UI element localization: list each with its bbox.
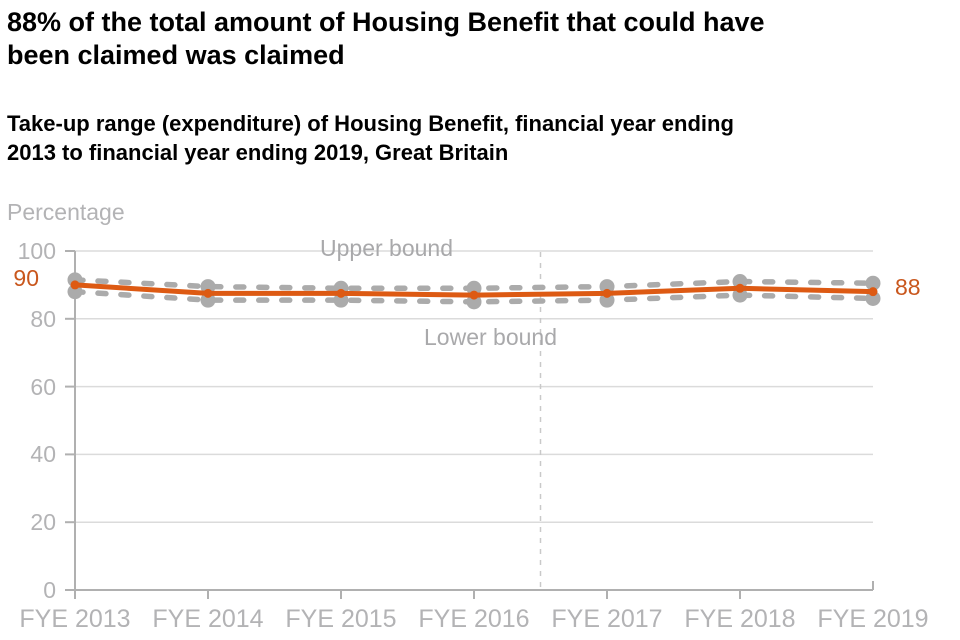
last-data-point-value-label: 88 (895, 274, 921, 300)
lower-bound-series-label: Lower bound (424, 324, 557, 350)
first-data-point-value-label: 90 (13, 265, 39, 291)
lower-bound-marker (333, 292, 349, 308)
lower-bound-marker (67, 284, 83, 300)
chart-subtitle-line-2: 2013 to financial year ending 2019, Grea… (7, 140, 509, 165)
central-estimate-marker (336, 288, 346, 298)
central-estimate-marker (602, 288, 612, 298)
x-axis-tick-label: FYE 2016 (418, 605, 530, 633)
upper-bound-marker (599, 279, 615, 295)
central-estimate-marker (203, 288, 213, 298)
central-estimate-marker (735, 283, 745, 293)
lower-bound-marker (865, 290, 881, 306)
x-axis-tick-label: FYE 2014 (152, 605, 264, 633)
upper-bound-marker (865, 275, 881, 291)
chart-title-line-1: 88% of the total amount of Housing Benef… (7, 7, 765, 37)
chart-title-line-2: been claimed was claimed (7, 40, 345, 70)
y-axis-tick-label: 60 (30, 373, 56, 400)
upper-bound-marker (732, 274, 748, 290)
y-axis-tick-label: 100 (17, 238, 56, 264)
central-estimate-marker (70, 280, 80, 290)
y-axis-tick-label: 80 (30, 305, 56, 332)
chart-title: 88% of the total amount of Housing Benef… (7, 6, 765, 72)
x-axis-tick-label: FYE 2017 (551, 605, 663, 633)
central-estimate-marker (868, 287, 878, 297)
y-axis-tick-label: 40 (30, 441, 56, 468)
chart-subtitle-line-1: Take-up range (expenditure) of Housing B… (7, 111, 734, 136)
x-axis-tick-label: FYE 2015 (285, 605, 397, 633)
y-axis-tick-label: 0 (43, 577, 56, 603)
lower-bound-marker (466, 294, 482, 310)
chart-subtitle: Take-up range (expenditure) of Housing B… (7, 109, 734, 167)
lower-bound-marker (732, 287, 748, 303)
central-estimate-marker (469, 290, 479, 300)
x-axis-tick-label: FYE 2019 (817, 605, 929, 633)
y-axis-tick-label: 20 (30, 509, 56, 536)
upper-bound-marker (466, 280, 482, 296)
x-axis-tick-label: FYE 2018 (684, 605, 796, 633)
upper-bound-marker (200, 279, 216, 295)
lower-bound-marker (200, 292, 216, 308)
lower-bound-marker (599, 292, 615, 308)
upper-bound-series-label: Upper bound (320, 235, 453, 261)
x-axis-tick-label: FYE 2013 (19, 605, 131, 633)
y-axis-unit-label: Percentage (7, 199, 125, 225)
